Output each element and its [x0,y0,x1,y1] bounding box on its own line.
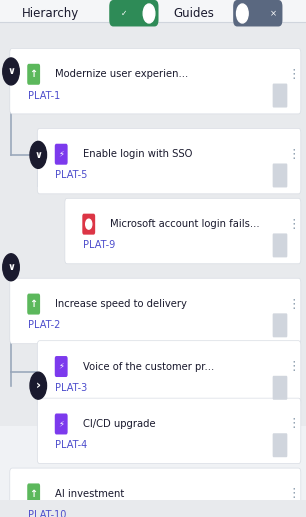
FancyBboxPatch shape [273,433,287,457]
Text: ⋮: ⋮ [288,218,300,231]
Circle shape [86,219,92,229]
Text: ✓: ✓ [121,9,127,18]
Text: ›: › [36,379,41,392]
Text: ⋮: ⋮ [288,417,300,431]
FancyBboxPatch shape [10,278,301,344]
FancyBboxPatch shape [273,313,287,337]
Text: AI investment: AI investment [55,489,124,499]
FancyBboxPatch shape [37,341,301,406]
Text: PLAT-9: PLAT-9 [83,240,115,250]
FancyBboxPatch shape [273,503,287,517]
Circle shape [237,4,248,23]
Text: ⚡: ⚡ [58,361,64,371]
Text: Modernize user experien...: Modernize user experien... [55,69,188,79]
FancyBboxPatch shape [10,49,301,114]
Text: ↑: ↑ [30,69,38,79]
Text: PLAT-2: PLAT-2 [28,321,60,330]
Text: ↑: ↑ [30,489,38,499]
Circle shape [3,58,19,85]
FancyBboxPatch shape [55,144,68,165]
Circle shape [143,4,155,23]
Circle shape [30,141,47,169]
Text: Guides: Guides [173,7,214,20]
Circle shape [3,254,19,281]
FancyBboxPatch shape [55,414,68,434]
Text: ↑: ↑ [30,299,38,309]
FancyBboxPatch shape [233,0,282,26]
Text: ∨: ∨ [7,262,15,272]
Text: ⋮: ⋮ [288,298,300,311]
FancyBboxPatch shape [27,294,40,314]
Text: Increase speed to delivery: Increase speed to delivery [55,299,187,309]
Text: PLAT-1: PLAT-1 [28,90,60,100]
Text: ×: × [270,9,277,18]
FancyBboxPatch shape [82,214,95,235]
Text: CI/CD upgrade: CI/CD upgrade [83,419,155,429]
Text: ⚡: ⚡ [58,149,64,158]
Text: Voice of the customer pr...: Voice of the customer pr... [83,361,214,372]
Text: PLAT-10: PLAT-10 [28,510,66,517]
FancyBboxPatch shape [273,233,287,257]
FancyBboxPatch shape [273,376,287,400]
FancyBboxPatch shape [0,226,306,422]
FancyBboxPatch shape [27,483,40,505]
FancyBboxPatch shape [273,163,287,188]
FancyBboxPatch shape [55,356,68,377]
Text: ⋮: ⋮ [288,488,300,500]
FancyBboxPatch shape [0,425,306,499]
FancyBboxPatch shape [65,199,301,264]
Text: Microsoft account login fails...: Microsoft account login fails... [110,219,260,229]
Text: ⚡: ⚡ [58,419,64,428]
FancyBboxPatch shape [273,84,287,108]
Text: ⋮: ⋮ [288,148,300,161]
Text: Enable login with SSO: Enable login with SSO [83,149,192,159]
FancyBboxPatch shape [37,128,301,194]
FancyBboxPatch shape [109,0,159,26]
Text: ∨: ∨ [7,67,15,77]
FancyBboxPatch shape [0,25,306,222]
Text: Hierarchy: Hierarchy [21,7,79,20]
Text: ⋮: ⋮ [288,68,300,81]
Text: ⋮: ⋮ [288,360,300,373]
FancyBboxPatch shape [37,398,301,464]
Circle shape [30,372,47,399]
FancyBboxPatch shape [0,0,306,22]
Text: PLAT-4: PLAT-4 [55,440,87,450]
FancyBboxPatch shape [10,468,301,517]
Text: ∨: ∨ [34,150,42,160]
FancyBboxPatch shape [27,64,40,85]
Text: PLAT-3: PLAT-3 [55,383,87,393]
Text: PLAT-5: PLAT-5 [55,171,88,180]
